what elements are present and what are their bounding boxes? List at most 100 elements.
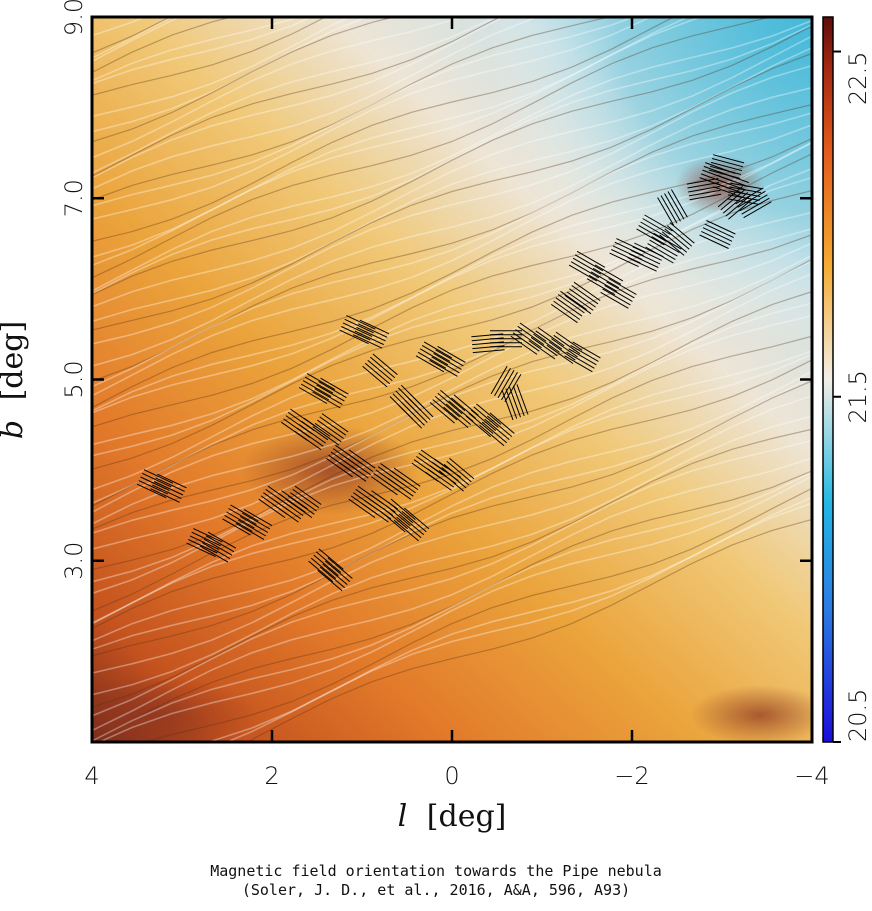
streamline <box>92 17 369 133</box>
polarization-vector <box>730 182 762 190</box>
polarization-vector <box>407 396 431 421</box>
polarization-vector <box>592 267 622 285</box>
polarization-vector <box>191 531 221 547</box>
streamline <box>92 350 812 624</box>
polarization-vector <box>472 349 505 354</box>
polarization-vector <box>535 330 563 350</box>
x-tick-label: −4 <box>794 762 829 790</box>
polarization-vector <box>501 389 514 421</box>
x-tick-label: 2 <box>264 762 279 790</box>
polarization-vector <box>427 468 455 488</box>
polarization-vector <box>573 281 601 302</box>
polarization-vector <box>274 500 302 520</box>
streamline <box>92 370 812 642</box>
polarization-vector <box>322 563 348 585</box>
polarization-vector <box>230 504 259 522</box>
polarization-vector <box>702 227 733 242</box>
polarization-vector <box>486 415 513 437</box>
polarization-vector <box>348 498 376 519</box>
polarization-vector <box>689 193 722 201</box>
polarization-vector <box>281 490 308 510</box>
polarization-vector <box>359 319 390 335</box>
streamline <box>92 302 812 583</box>
polarization-vector <box>310 557 337 579</box>
polarization-vector <box>348 449 376 469</box>
streamline <box>92 17 675 242</box>
polarization-vector <box>664 228 690 250</box>
polarization-vector <box>339 462 367 482</box>
polarization-vector <box>344 318 374 334</box>
polarization-vector <box>389 474 416 494</box>
polarization-vector <box>298 387 328 404</box>
polarization-vector <box>188 539 218 554</box>
polarization-vector <box>319 416 347 436</box>
y-axis-unit: [deg] <box>0 321 30 401</box>
streamline <box>92 234 812 507</box>
x-axis-unit: [deg] <box>427 799 507 834</box>
polarization-vector <box>387 501 414 524</box>
polarization-vector <box>434 396 461 418</box>
streamline <box>92 380 812 657</box>
polarization-vector <box>519 322 547 342</box>
polarization-vector <box>505 388 518 419</box>
streamline <box>92 124 812 397</box>
polarization-vector <box>443 464 470 486</box>
polarization-vector <box>300 383 330 401</box>
polarization-vector <box>515 329 542 349</box>
polarization-vector <box>743 201 772 219</box>
polarization-vector <box>555 297 583 317</box>
polarization-vector <box>292 488 320 509</box>
polarization-vector <box>551 338 578 358</box>
polarization-vector <box>497 369 515 399</box>
polarization-vector <box>342 322 373 337</box>
streamline <box>92 259 812 535</box>
polarization-vector <box>393 519 419 542</box>
polarization-vector <box>150 488 180 503</box>
polarization-vector <box>385 504 411 527</box>
streamline <box>92 17 542 190</box>
polarization-vector <box>604 284 633 302</box>
streamline <box>141 487 812 742</box>
polarization-vector <box>393 467 421 487</box>
polarization-vector <box>401 402 425 426</box>
polarization-vector <box>551 303 578 324</box>
colorbar-tick-label: 22.5 <box>844 52 872 105</box>
polarization-vector <box>425 471 452 491</box>
polarization-vector <box>645 246 674 264</box>
polarization-vector <box>141 472 172 488</box>
polarization-vector <box>319 566 346 589</box>
polarization-vector <box>479 424 505 447</box>
polarization-vector <box>362 503 389 523</box>
streamline <box>92 470 812 742</box>
figure-caption-citation: (Soler, J. D., et al., 2016, A&A, 596, A… <box>241 881 631 899</box>
x-tick-label: −2 <box>614 762 649 790</box>
column-density-map <box>92 17 812 742</box>
polarization-vector <box>308 560 334 583</box>
colorbar <box>822 16 834 743</box>
polarization-vector <box>568 348 597 366</box>
polarization-vector <box>609 252 639 268</box>
polarization-vector <box>647 243 676 261</box>
polarization-vector <box>687 182 720 189</box>
polarization-vector <box>476 403 502 425</box>
polarization-vector <box>504 373 522 403</box>
streamline <box>92 137 812 409</box>
polarization-vector <box>433 352 462 370</box>
polarization-vector <box>711 158 744 168</box>
x-axis-symbol: l <box>398 799 408 834</box>
polarization-vector <box>237 519 267 537</box>
streamline <box>97 475 812 742</box>
polarization-vector <box>364 362 391 385</box>
polarization-vector <box>285 498 313 519</box>
polarization-vector <box>312 426 340 446</box>
polarization-vector <box>320 377 349 395</box>
polarization-vector <box>415 355 445 373</box>
polarization-vector <box>566 291 594 311</box>
streamline <box>204 496 812 742</box>
polarization-vector <box>372 353 398 375</box>
streamline <box>92 376 812 651</box>
polarization-vector <box>327 557 353 579</box>
streamline <box>92 17 690 259</box>
polarization-vector <box>276 496 304 517</box>
polarization-vector <box>384 480 412 500</box>
